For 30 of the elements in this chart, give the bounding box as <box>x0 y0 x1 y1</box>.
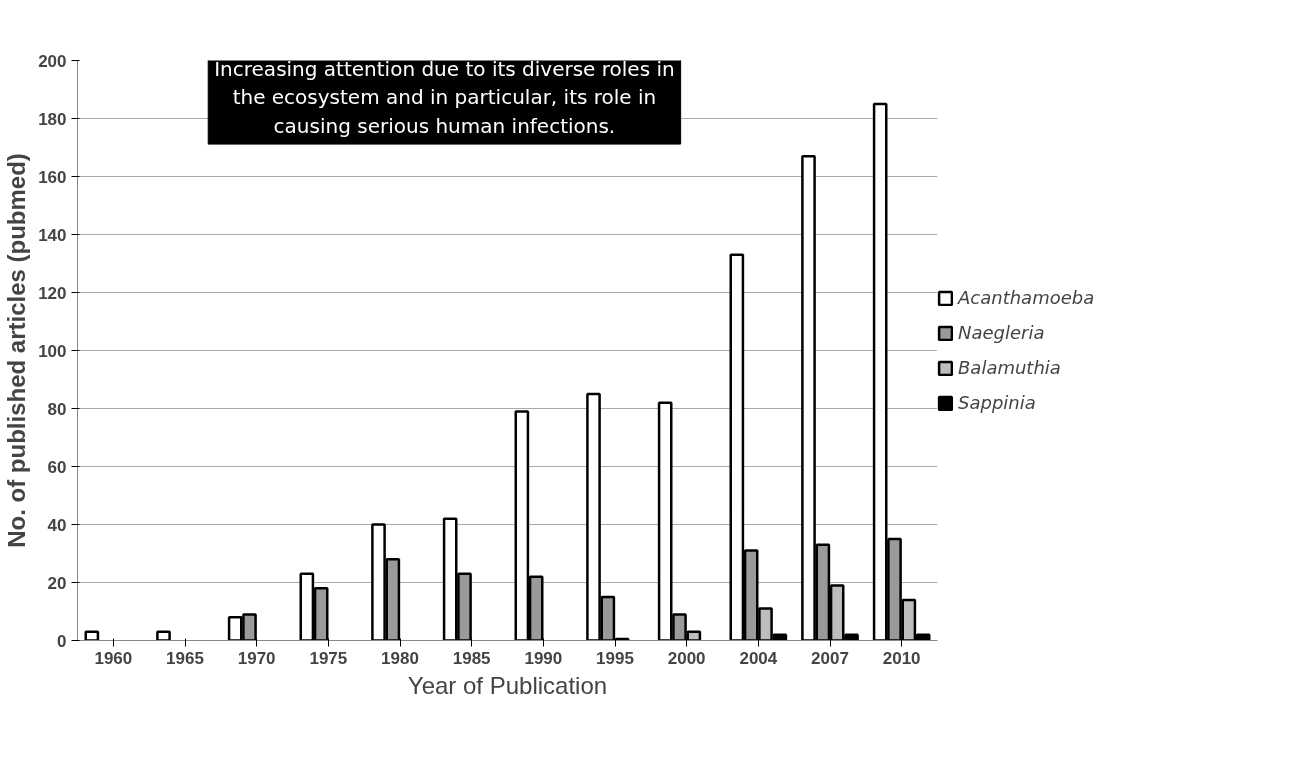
x-tick-label: 1980 <box>381 648 419 668</box>
x-tick-label: 1960 <box>94 648 133 668</box>
y-tick-label: 200 <box>38 51 67 71</box>
y-tick-label: 180 <box>38 109 67 129</box>
legend-label: Balamuthia <box>958 357 1061 378</box>
legend-label: Naegleria <box>958 322 1045 343</box>
y-tick-label: 60 <box>47 457 67 477</box>
x-tick-label: 1975 <box>309 648 348 668</box>
x-axis-title: Year of Publication <box>407 671 608 699</box>
y-tick-label: 120 <box>38 283 67 303</box>
annotation: Increasing attention due to its diverse roles in the ecosystem and in particular, its role in causing serious human infections. <box>214 56 675 139</box>
y-tick-label: 80 <box>47 399 67 419</box>
y-axis-title: No. of published articles (pubmed) <box>3 153 31 548</box>
y-tick-label: 20 <box>47 573 67 593</box>
y-tick-label: 0 <box>57 631 67 651</box>
x-tick-label: 1995 <box>596 648 634 668</box>
legend-label: Sappinia <box>958 392 1036 413</box>
x-tick-label: 1985 <box>452 648 491 668</box>
x-tick-label: 2004 <box>739 648 778 668</box>
x-tick-label: 2010 <box>882 648 921 668</box>
y-tick-label: 100 <box>38 341 67 361</box>
x-tick-label: 2000 <box>667 648 706 668</box>
x-tick-label: 1970 <box>237 648 276 668</box>
y-tick-label: 160 <box>38 167 67 187</box>
legend-label: Acanthamoeba <box>958 287 1095 308</box>
y-tick-label: 140 <box>38 225 67 245</box>
x-tick-label: 1990 <box>524 648 563 668</box>
x-tick-label: 2007 <box>811 648 849 668</box>
x-tick-label: 1965 <box>166 648 204 668</box>
y-tick-label: 40 <box>47 515 67 535</box>
